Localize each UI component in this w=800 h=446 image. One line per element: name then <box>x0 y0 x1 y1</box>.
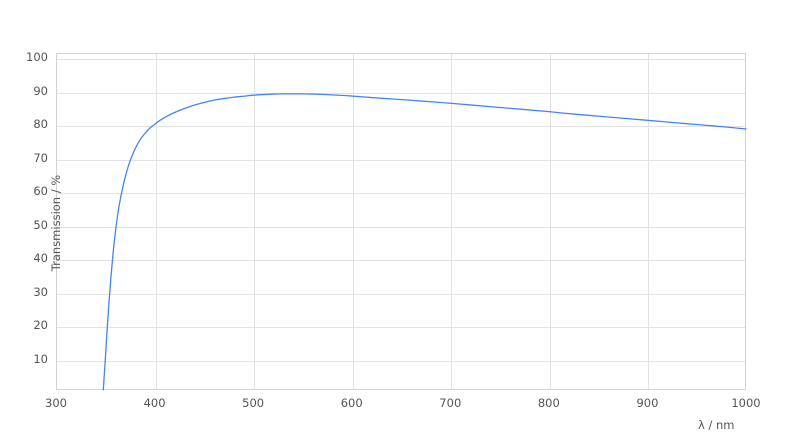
gridline-x-700 <box>451 54 453 389</box>
y-tick-label-100: 100 <box>26 50 48 65</box>
x-tick-label-400: 400 <box>143 396 166 410</box>
y-axis-title: Transmission / % <box>49 174 64 272</box>
gridline-x-800 <box>549 54 551 389</box>
gridline-x-600 <box>352 54 354 389</box>
gridline-y-90 <box>57 92 745 94</box>
gridline-y-60 <box>57 193 745 195</box>
y-tick-label-30: 30 <box>33 284 48 299</box>
y-tick-label-40: 40 <box>33 251 48 266</box>
plot-area <box>56 53 746 390</box>
x-tick-label-800: 800 <box>537 396 560 410</box>
gridline-x-900 <box>648 54 650 389</box>
y-tick-label-80: 80 <box>33 117 48 132</box>
gridline-y-10 <box>57 360 745 362</box>
gridline-y-30 <box>57 293 745 295</box>
gridline-x-500 <box>254 54 256 389</box>
x-tick-label-1000: 1000 <box>731 396 761 410</box>
gridline-x-400 <box>155 54 157 389</box>
y-tick-label-70: 70 <box>33 150 48 165</box>
y-tick-label-90: 90 <box>33 83 48 98</box>
x-axis-title: λ / nm <box>698 418 735 432</box>
x-tick-label-700: 700 <box>439 396 462 410</box>
gridline-y-50 <box>57 226 745 228</box>
gridline-y-100 <box>57 59 745 61</box>
gridline-y-20 <box>57 327 745 329</box>
x-tick-label-300: 300 <box>45 396 67 410</box>
gridline-y-40 <box>57 260 745 262</box>
gridline-y-80 <box>57 126 745 128</box>
y-tick-label-50: 50 <box>33 217 48 232</box>
y-tick-label-10: 10 <box>33 351 48 366</box>
x-tick-label-900: 900 <box>636 396 659 410</box>
y-tick-label-60: 60 <box>33 184 48 199</box>
x-tick-label-500: 500 <box>242 396 265 410</box>
gridline-y-70 <box>57 159 745 161</box>
y-tick-label-20: 20 <box>33 318 48 333</box>
x-tick-label-600: 600 <box>340 396 363 410</box>
